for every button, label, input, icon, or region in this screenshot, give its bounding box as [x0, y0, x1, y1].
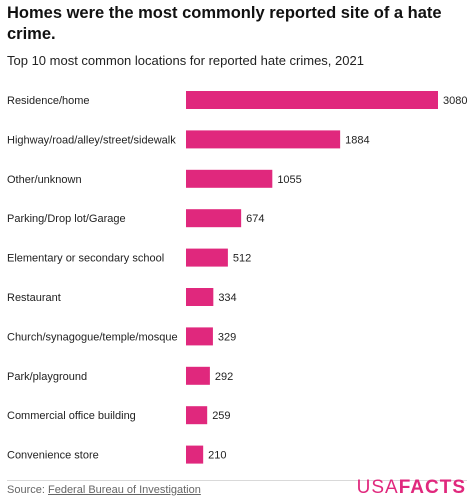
logo-text-bold: FACTS — [398, 477, 466, 498]
usafacts-logo[interactable]: USAFACTS — [357, 477, 466, 499]
bar — [186, 327, 213, 346]
value-label: 3080 — [443, 95, 467, 107]
value-label: 292 — [215, 371, 233, 383]
category-label: Elementary or secondary school — [7, 253, 164, 265]
footer-divider — [7, 480, 467, 481]
category-label: Commercial office building — [7, 410, 136, 422]
source-link[interactable]: Federal Bureau of Investigation — [47, 484, 201, 496]
value-label: 674 — [246, 213, 264, 225]
source-note: Source: Federal Bureau of Investigation — [7, 484, 201, 496]
bar — [186, 91, 438, 109]
category-label: Parking/Drop lot/Garage — [7, 213, 126, 225]
value-label: 512 — [233, 253, 251, 265]
value-label: 259 — [212, 410, 230, 422]
value-label: 210 — [208, 450, 226, 462]
category-label: Residence/home — [7, 95, 90, 107]
bar — [186, 445, 204, 464]
value-label: 329 — [218, 331, 236, 343]
category-label: Church/synagogue/temple/mosque — [7, 331, 178, 343]
bar — [186, 406, 208, 425]
bar — [186, 209, 242, 228]
bar — [186, 248, 228, 267]
source-prefix: Source: — [7, 484, 45, 496]
value-label: 1884 — [345, 134, 369, 146]
bar — [186, 288, 214, 306]
logo-text-light: USA — [356, 477, 399, 498]
bar-chart: Residence/home 3080 Highway/road/alley/str… — [7, 91, 467, 464]
category-label: Other/unknown — [7, 174, 82, 186]
bar — [186, 169, 273, 188]
chart-title: Homes were the most commonly reported si… — [7, 4, 442, 43]
value-label: 334 — [218, 292, 236, 304]
value-label: 1055 — [277, 174, 301, 186]
bar — [186, 130, 341, 149]
chart-subtitle: Top 10 most common locations for reporte… — [7, 53, 364, 68]
bar — [186, 366, 210, 385]
category-label: Highway/road/alley/street/sidewalk — [7, 134, 176, 146]
category-label: Convenience store — [7, 450, 99, 462]
category-label: Park/playground — [7, 371, 87, 383]
category-label: Restaurant — [7, 292, 61, 304]
